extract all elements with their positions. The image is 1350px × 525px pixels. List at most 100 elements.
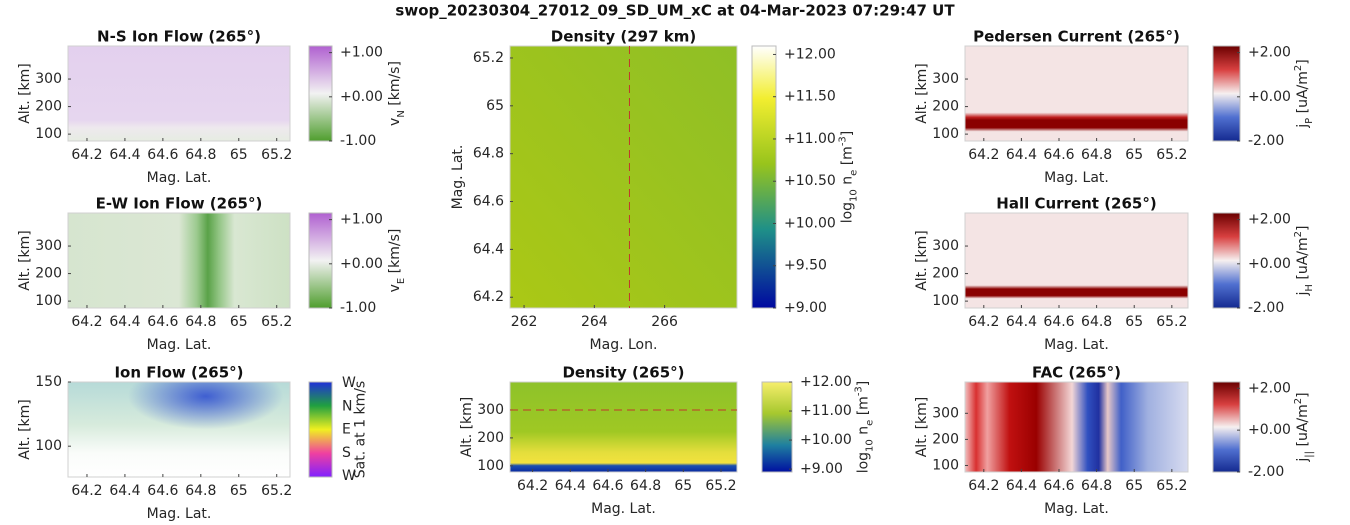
colorbar-tick-label: -2.00 [1248, 300, 1284, 316]
colorbar-tick-label: +12.00 [784, 46, 836, 62]
colorbar-label-part: ] [1295, 226, 1311, 231]
x-tick-label: 64.2 [71, 314, 102, 330]
colorbar-label-part: j [1295, 124, 1311, 129]
colorbar [1212, 212, 1241, 309]
x-tick-label: 64.6 [1043, 147, 1074, 163]
x-tick-label: 65.2 [261, 483, 292, 499]
colorbar-tick-label: +2.00 [1248, 212, 1291, 228]
colorbar-label-part: P [1304, 118, 1315, 124]
y-tick-label: 64.2 [473, 289, 504, 305]
panel-title: Density (297 km) [551, 28, 696, 46]
y-tick-label: 200 [932, 99, 959, 115]
y-tick-label: 200 [35, 99, 62, 115]
colorbar-label-part: v [387, 284, 403, 292]
x-tick-label: 64.4 [1006, 147, 1037, 163]
x-tick-label: 64.8 [630, 478, 661, 494]
colorbar-category: W [342, 468, 356, 484]
plot-frame [509, 45, 738, 309]
colorbar-label-part: [m [856, 396, 872, 420]
colorbar-label: log10 ne [m-3] [837, 131, 859, 224]
colorbar-label-part: log [856, 452, 872, 473]
heatmap-image [510, 382, 737, 472]
colorbar-tick-label: +1.00 [340, 45, 383, 61]
colorbar-tick-label: +2.00 [1248, 45, 1291, 61]
colorbar-label: j|| [uA/m2] [1293, 392, 1315, 462]
plot-frame [67, 212, 291, 309]
colorbar-label-part: || [1304, 451, 1315, 458]
x-tick-label: 64.6 [147, 147, 178, 163]
colorbar-label-part: [uA/m [1295, 71, 1311, 118]
colorbar-category: E [342, 422, 351, 438]
colorbar-tick-label: +0.00 [340, 89, 383, 105]
colorbar-label-part: [km/s] [387, 229, 403, 278]
x-tick-label: 65 [230, 147, 248, 163]
colorbar-tick-label: +12.00 [800, 374, 852, 390]
colorbar-tick-label: +10.50 [784, 173, 836, 189]
x-axis-label: Mag. Lat. [1044, 337, 1109, 353]
colorbar-label-part: n [840, 176, 856, 189]
colorbar-label: log10 ne [m-3] [853, 381, 875, 474]
x-axis-label: Mag. Lat. [147, 170, 212, 186]
x-tick-label: 64.6 [592, 478, 623, 494]
plot-frame [964, 45, 1189, 142]
plot-frame [509, 381, 738, 473]
plot-frame [964, 381, 1189, 473]
colorbar-label-part: 2 [1293, 65, 1304, 71]
heatmap-image [68, 213, 290, 308]
y-axis-label: Mag. Lat. [450, 145, 466, 210]
colorbar-label-part: j [1295, 458, 1311, 463]
plot-frame [67, 381, 291, 478]
x-tick-label: 65.2 [261, 314, 292, 330]
x-tick-label: 64.4 [109, 483, 140, 499]
x-tick-label: 64.2 [71, 147, 102, 163]
colorbar [751, 45, 777, 309]
colorbar-label-part: [m [840, 146, 856, 170]
y-tick-label: 300 [477, 402, 504, 418]
x-tick-label: 65.2 [1156, 478, 1187, 494]
y-tick-label: 200 [477, 430, 504, 446]
colorbar-tick-label: -2.00 [1248, 464, 1284, 480]
colorbar-label: jP [uA/m2] [1293, 59, 1315, 128]
x-tick-label: 64.4 [555, 478, 586, 494]
y-tick-label: 100 [35, 293, 62, 309]
x-tick-label: 64.8 [1081, 147, 1112, 163]
x-tick-label: 64.8 [185, 483, 216, 499]
x-tick-label: 64.2 [968, 147, 999, 163]
panel-title: Ion Flow (265°) [114, 364, 243, 382]
colorbar-label-part: [uA/m [1295, 404, 1311, 451]
colorbar-tick-label: +10.00 [784, 215, 836, 231]
panel-title: Pedersen Current (265°) [973, 28, 1180, 46]
colorbar-tick-label: +9.00 [784, 300, 827, 316]
x-tick-label: 65.2 [705, 478, 736, 494]
plot-frame [67, 45, 291, 142]
y-tick-label: 64.8 [473, 146, 504, 162]
colorbar-tick-label: +11.50 [784, 89, 836, 105]
colorbar-label-part: log [840, 202, 856, 223]
colorbar-tick-label: -1.00 [340, 300, 376, 316]
colorbar-label-part: ] [856, 381, 872, 386]
y-tick-label: 100 [477, 458, 504, 474]
y-axis-label: Alt. [km] [914, 230, 930, 291]
colorbar-label-part: -3 [853, 386, 864, 396]
panel-title: N-S Ion Flow (265°) [97, 28, 261, 46]
colorbar [1212, 45, 1241, 142]
y-axis-label: Alt. [km] [17, 399, 33, 460]
y-tick-label: 64.6 [473, 194, 504, 210]
colorbar-tick-label: +9.00 [800, 461, 843, 477]
colorbar-label-part: E [396, 278, 407, 284]
x-tick-label: 65 [1125, 478, 1143, 494]
colorbar-label-part: 10 [864, 439, 875, 452]
x-tick-label: 64.4 [1006, 314, 1037, 330]
y-tick-label: 64.4 [473, 241, 504, 257]
colorbar [308, 45, 333, 142]
x-tick-label: 64.6 [1043, 314, 1074, 330]
colorbar-tick-label: +0.00 [340, 256, 383, 272]
x-tick-label: 64.4 [1006, 478, 1037, 494]
colorbar-label: vN [km/s] [387, 61, 407, 126]
figure-title: swop_20230304_27012_09_SD_UM_xC at 04-Ma… [395, 2, 955, 20]
x-tick-label: 65 [1125, 147, 1143, 163]
colorbar-tick-label: -1.00 [340, 133, 376, 149]
x-tick-label: 64.6 [147, 483, 178, 499]
y-axis-label: Alt. [km] [459, 397, 475, 458]
